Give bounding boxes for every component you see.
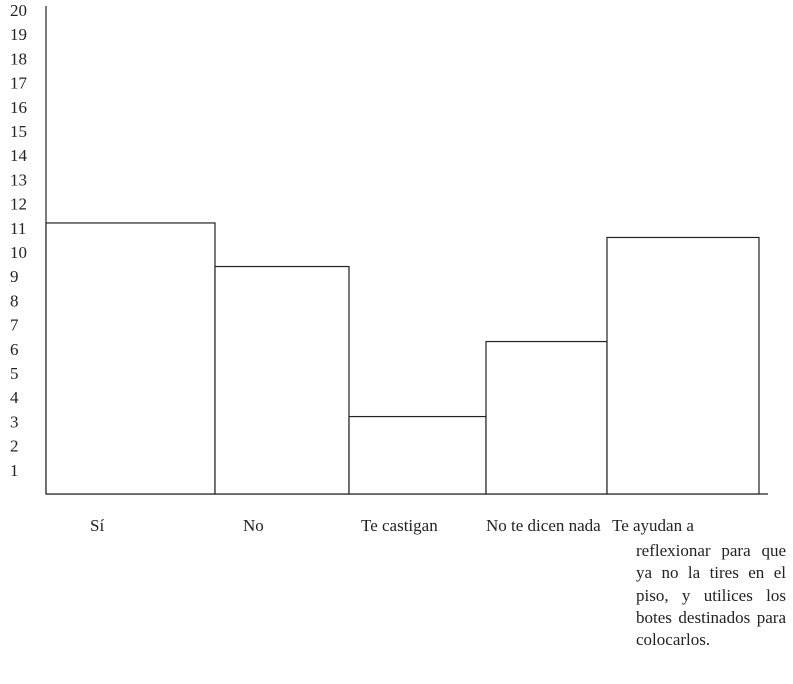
y-tick-label: 8 — [10, 291, 19, 310]
y-tick-label: 4 — [10, 388, 19, 407]
y-tick-label: 3 — [10, 412, 19, 431]
y-tick-label: 12 — [10, 195, 27, 214]
x-category-label-1: Sí — [90, 516, 104, 535]
y-tick-label: 7 — [10, 316, 19, 335]
y-tick-label: 6 — [10, 340, 19, 359]
y-tick-label: 11 — [10, 219, 26, 238]
x-category-label-2: No — [243, 516, 264, 535]
y-tick-label: 18 — [10, 49, 27, 68]
x-category-label-5-line1: Te ayudan a — [612, 516, 694, 535]
y-tick-label: 16 — [10, 98, 27, 117]
x-category-label-5: reflexionar para que ya no la tires en e… — [636, 541, 786, 650]
x-category-label-4: No te dicen nada — [486, 516, 601, 535]
y-tick-label: 19 — [10, 25, 27, 44]
y-tick-label: 20 — [10, 1, 27, 20]
bar-1 — [45, 222, 216, 495]
bar-5 — [606, 236, 760, 495]
x-category-label-3: Te castigan — [361, 516, 438, 535]
y-tick-label: 13 — [10, 170, 27, 189]
y-tick-label: 15 — [10, 122, 27, 141]
y-tick-label: 14 — [10, 146, 28, 165]
bar-2 — [214, 265, 350, 495]
bar-3 — [348, 415, 487, 495]
y-tick-label: 2 — [10, 437, 19, 456]
y-tick-label: 5 — [10, 364, 19, 383]
y-tick-label: 1 — [10, 461, 19, 480]
x-axis-labels: Sí No Te castigan No te dicen nada Te ayudan… — [90, 516, 694, 535]
bar-4 — [485, 340, 608, 495]
y-tick-label: 17 — [10, 74, 28, 93]
bars — [45, 222, 760, 495]
y-tick-label: 10 — [10, 243, 27, 262]
y-tick-label: 9 — [10, 267, 19, 286]
